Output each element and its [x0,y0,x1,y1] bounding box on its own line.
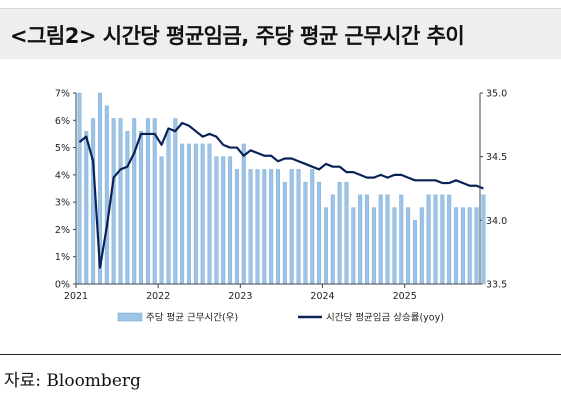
bar [317,181,322,285]
bar [454,207,459,285]
title-bar: <그림2> 시간당 평균임금, 주당 평균 근무시간 추이 [0,8,561,59]
x-tick-label: 2023 [228,291,252,302]
bar [228,156,233,285]
left-tick-label: 4% [55,170,70,181]
bar [207,143,212,285]
bar [467,207,472,285]
legend-line-label: 시간당 평균임금 상승률(yoy) [326,312,444,324]
bar [145,118,150,285]
bar [262,169,267,285]
bar [269,169,274,285]
combo-chart: 0%1%2%3%4%5%6%7% 33.534.034.535.0 2021 20… [55,89,507,324]
bar [200,143,205,285]
bar [111,118,116,285]
bar [91,118,96,285]
x-axis: 2021 2022 2023 2024 2025 [64,283,480,302]
bar [481,194,486,285]
left-tick-label: 0% [55,280,70,291]
source-note: 자료: Bloomberg [4,371,141,391]
bar [118,118,123,285]
bar [412,220,417,285]
x-tick-label: 2024 [310,291,334,302]
bar [406,207,411,285]
chart-title: <그림2> 시간당 평균임금, 주당 평균 근무시간 추이 [10,24,465,48]
right-tick-label: 34.0 [486,216,507,227]
bar [344,181,349,285]
wage-growth-line [78,121,484,269]
bar [132,118,137,285]
x-tick-label: 2022 [146,291,170,302]
bar-series [77,92,486,285]
line-series [78,121,484,269]
bar [378,194,383,285]
bar [474,207,479,285]
bar [241,143,246,285]
bar [289,169,294,285]
bar [433,194,438,285]
legend-bar-swatch [117,312,143,322]
bar [77,92,82,285]
left-tick-label: 7% [55,89,70,100]
bar [337,181,342,285]
chart-area: 0% 1% 2% 3% 4% 5% 6% 7% 33.5 34.0 34.5 35.0 2021 20… [0,72,561,342]
x-tick-label: 2021 [64,291,88,302]
left-axis: 0% 1% 2% 3% 4% 5% 6% 7% [55,89,77,291]
bar [303,181,308,285]
left-tick-label: 1% [55,252,70,263]
bar [276,169,280,285]
left-tick-label: 6% [55,116,70,127]
bar [248,169,253,285]
right-tick-label: 35.0 [486,89,507,100]
bar [365,194,369,285]
bar [371,207,376,285]
bar [152,118,157,285]
left-tick-label: 3% [55,198,70,209]
bar [255,169,260,285]
left-tick-label: 5% [55,143,70,154]
bar [214,156,219,285]
bar [187,143,191,285]
bar [193,143,198,285]
legend-bar-label: 주당 평균 근무시간(우) [146,313,238,324]
bar [351,207,356,285]
bar [282,181,287,285]
bar [159,156,164,285]
divider [0,354,561,355]
bar [419,207,424,285]
bar [125,131,130,285]
bar [426,194,431,285]
bar [399,194,404,285]
bar [139,131,144,285]
bar [323,207,328,285]
bar [460,207,465,285]
right-tick-label: 33.5 [486,280,507,291]
bar [440,194,445,285]
left-tick-label: 2% [55,225,70,236]
bar [180,143,185,285]
bar [385,194,390,285]
bar [84,131,89,285]
bar [310,169,315,285]
bar [330,194,335,285]
bar [166,131,171,285]
bar [447,194,452,285]
bar [173,118,178,285]
bar [296,169,301,285]
x-tick-label: 2025 [393,291,417,302]
legend: 주당 평균 근무시간(우) 시간당 평균임금 상승률(yoy) [117,312,444,324]
bar [234,169,239,285]
right-tick-label: 34.5 [486,152,507,163]
bar [104,105,109,285]
bar [221,156,226,285]
bar [358,194,363,285]
bar [392,207,397,285]
